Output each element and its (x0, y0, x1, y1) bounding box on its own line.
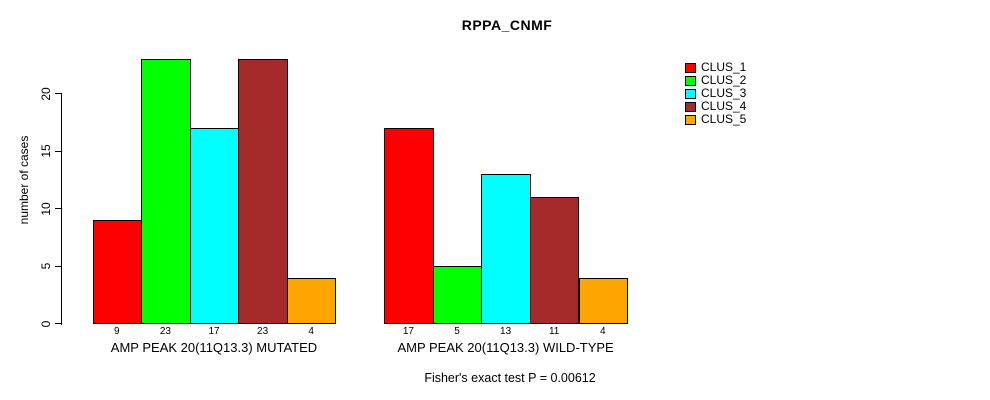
legend-swatch-icon (685, 75, 696, 86)
bar-value-label: 9 (114, 326, 120, 337)
legend-swatch-icon (685, 101, 696, 112)
bar-clus_1 (92, 220, 143, 324)
y-axis-tick-label: 5 (39, 262, 53, 270)
legend-item: CLUS_4 (685, 100, 746, 113)
bar-value-label: 4 (308, 326, 314, 337)
bar-value-label: 17 (208, 326, 220, 337)
legend-item-label: CLUS_2 (701, 73, 747, 87)
bar-value-label: 13 (500, 326, 512, 337)
legend-swatch-icon (685, 114, 696, 125)
bar-clus_3 (189, 128, 240, 324)
y-axis-tick-label: 20 (39, 86, 53, 101)
bar-clus_2 (432, 266, 483, 324)
bar-value-label: 23 (159, 326, 171, 337)
bar-clus_1 (384, 128, 434, 324)
chart-title: RPPA_CNMF (461, 17, 553, 33)
legend-item: CLUS_2 (685, 74, 746, 87)
y-axis-tick (55, 208, 62, 209)
y-axis-tick (55, 150, 62, 152)
legend-swatch-icon (685, 88, 696, 99)
bar-clus_5 (286, 277, 337, 324)
bar-clus_5 (578, 277, 629, 324)
bar-clus_2 (141, 59, 191, 324)
legend: CLUS_1 CLUS_2 CLUS_3 CLUS_4 CLUS_5 (685, 61, 746, 126)
y-axis-tick (55, 323, 62, 324)
bar-clus_4 (238, 59, 288, 324)
bar-value-label: 5 (454, 326, 460, 337)
fisher-test-annotation: Fisher's exact test P = 0.00612 (424, 371, 596, 385)
legend-item: CLUS_3 (685, 87, 746, 100)
y-axis-tick-label: 0 (39, 320, 53, 327)
legend-item-label: CLUS_1 (701, 60, 747, 74)
legend-item-label: CLUS_4 (701, 99, 747, 113)
y-axis-tick-label: 15 (39, 144, 53, 158)
bar-value-label: 23 (257, 326, 269, 337)
legend-item-label: CLUS_3 (701, 86, 747, 100)
y-axis-tick (55, 265, 62, 267)
y-axis-tick-label: 10 (39, 201, 53, 216)
bar-clus_3 (481, 174, 531, 324)
y-axis-line (61, 93, 62, 325)
legend-item: CLUS_5 (685, 113, 746, 126)
bar-clus_4 (529, 197, 580, 324)
legend-swatch-icon (685, 62, 696, 73)
y-axis-title: number of cases (17, 135, 31, 225)
bar-value-label: 4 (600, 326, 606, 337)
x-axis-group-label: AMP PEAK 20(11Q13.3) MUTATED (110, 340, 318, 355)
y-axis-tick (55, 93, 62, 94)
bar-value-label: 17 (402, 326, 414, 337)
x-axis-group-label: AMP PEAK 20(11Q13.3) WILD-TYPE (397, 340, 614, 355)
bar-value-label: 11 (548, 326, 560, 337)
legend-item: CLUS_1 (685, 61, 746, 74)
legend-item-label: CLUS_5 (701, 112, 747, 126)
